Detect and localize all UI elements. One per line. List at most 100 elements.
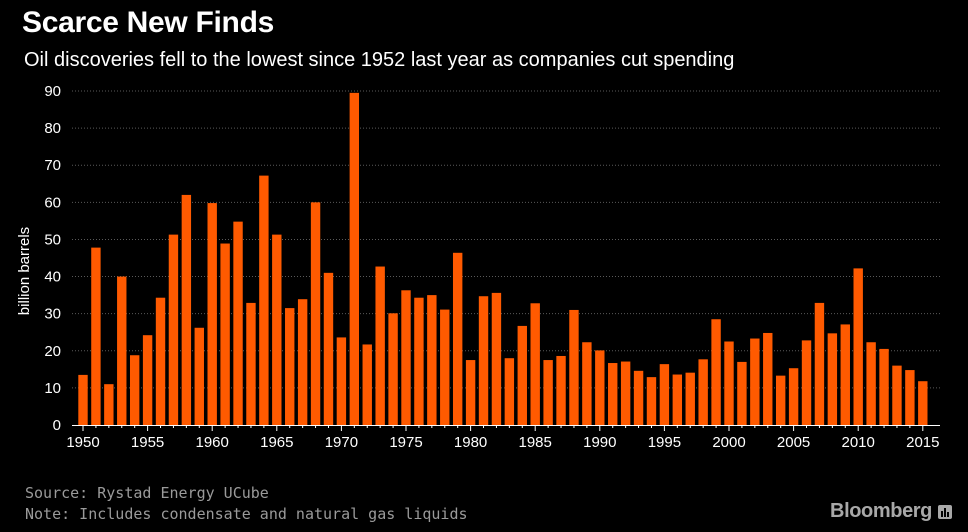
- x-tick-label: 1960: [196, 434, 229, 451]
- bar-1971: [349, 92, 360, 425]
- y-tick-label: 0: [53, 417, 61, 434]
- bar-1960: [207, 203, 217, 425]
- bar-1991: [608, 363, 618, 425]
- bar-1958: [181, 194, 192, 425]
- bar-1992: [620, 361, 631, 425]
- y-tick-label: 50: [44, 231, 61, 248]
- bar-1993: [633, 370, 644, 425]
- bar-1959: [194, 327, 204, 425]
- x-tick-label: 1995: [648, 434, 681, 451]
- chart-title: Scarce New Finds: [22, 6, 274, 39]
- x-tick-label: 1990: [583, 434, 616, 451]
- bar-2010: [853, 268, 863, 425]
- brand-name: Bloomberg: [830, 500, 932, 522]
- y-tick-label: 60: [44, 194, 61, 211]
- bar-2013: [892, 365, 902, 425]
- bar-1969: [323, 272, 334, 425]
- bar-1964: [259, 175, 269, 425]
- bar-2012: [879, 348, 889, 425]
- bar-1953: [117, 276, 127, 425]
- bar-2008: [827, 333, 838, 425]
- bar-1979: [452, 252, 463, 425]
- bar-1974: [388, 313, 398, 425]
- bar-1957: [168, 234, 179, 425]
- bars: [78, 92, 928, 425]
- bar-2002: [750, 338, 760, 425]
- bar-1968: [310, 202, 321, 425]
- x-tick-label: 2000: [712, 434, 745, 451]
- x-tick-label: 1980: [454, 434, 487, 451]
- bar-1963: [246, 302, 256, 425]
- bar-2007: [814, 302, 825, 425]
- x-tick-label: 1970: [325, 434, 358, 451]
- bar-1989: [582, 342, 592, 425]
- bar-2014: [905, 370, 915, 425]
- x-tick-label: 1965: [260, 434, 293, 451]
- bar-1951: [91, 247, 101, 425]
- bar-1955: [142, 335, 153, 425]
- bar-1990: [595, 350, 605, 425]
- y-tick-label: 40: [44, 269, 61, 286]
- bar-1975: [401, 290, 411, 425]
- bar-2011: [866, 342, 876, 425]
- x-tick-label: 2015: [906, 434, 939, 451]
- bar-1973: [375, 266, 385, 425]
- bar-1986: [543, 360, 553, 425]
- bar-1983: [504, 358, 515, 425]
- x-tick-label: 1950: [66, 434, 99, 451]
- bar-1956: [155, 297, 166, 425]
- bar-2009: [840, 324, 850, 425]
- bar-2006: [801, 340, 812, 425]
- bar-1980: [465, 360, 476, 425]
- bar-1977: [427, 295, 437, 425]
- bar-1961: [220, 243, 230, 425]
- bar-2001: [737, 361, 747, 425]
- x-tick-label: 1985: [519, 434, 552, 451]
- bar-2003: [763, 332, 773, 425]
- bar-1988: [569, 309, 579, 425]
- source-note: Source: Rystad Energy UCube: [25, 484, 269, 502]
- y-tick-label: 70: [44, 157, 61, 174]
- bar-1997: [685, 372, 695, 425]
- bar-1966: [285, 308, 295, 425]
- bar-1994: [646, 377, 657, 425]
- y-tick-label: 30: [44, 306, 61, 323]
- bar-1999: [711, 319, 721, 425]
- bar-1996: [672, 374, 683, 425]
- bar-2015: [918, 381, 928, 425]
- brand-logo: Bloomberg: [830, 500, 952, 523]
- bar-1952: [104, 384, 114, 425]
- bar-2004: [775, 375, 786, 425]
- bar-1982: [491, 292, 502, 425]
- bar-1976: [414, 297, 424, 425]
- bar-1981: [478, 296, 489, 425]
- bar-1970: [336, 337, 347, 425]
- bar-1978: [440, 309, 450, 425]
- y-tick-label: 10: [44, 380, 61, 397]
- chart-subtitle: Oil discoveries fell to the lowest since…: [24, 49, 735, 71]
- bar-1998: [698, 359, 708, 425]
- x-tick-label: 2005: [777, 434, 810, 451]
- bar-1950: [78, 374, 88, 425]
- bar-1984: [517, 325, 527, 425]
- bar-2000: [724, 341, 734, 425]
- bloomberg-chart-icon: [938, 504, 952, 519]
- y-tick-label: 80: [44, 120, 61, 137]
- y-tick-label: 20: [44, 343, 61, 360]
- x-tick-label: 1955: [131, 434, 164, 451]
- bar-1987: [556, 355, 566, 425]
- footnote: Note: Includes condensate and natural ga…: [25, 505, 468, 523]
- y-axis-label: billion barrels: [16, 227, 33, 315]
- bar-1962: [233, 221, 243, 425]
- bar-1965: [272, 234, 282, 425]
- x-tick-label: 2010: [842, 434, 875, 451]
- bar-1995: [659, 364, 670, 425]
- y-tick-label: 90: [44, 83, 61, 100]
- bar-1954: [129, 355, 140, 425]
- bar-1972: [362, 344, 372, 425]
- axes: 0 10 20 30 40 50 60 70 80 90 1950 1955 1960 1965 1970 1…: [44, 83, 940, 451]
- bar-1967: [297, 299, 308, 425]
- bar-2005: [788, 368, 799, 425]
- x-tick-label: 1975: [389, 434, 422, 451]
